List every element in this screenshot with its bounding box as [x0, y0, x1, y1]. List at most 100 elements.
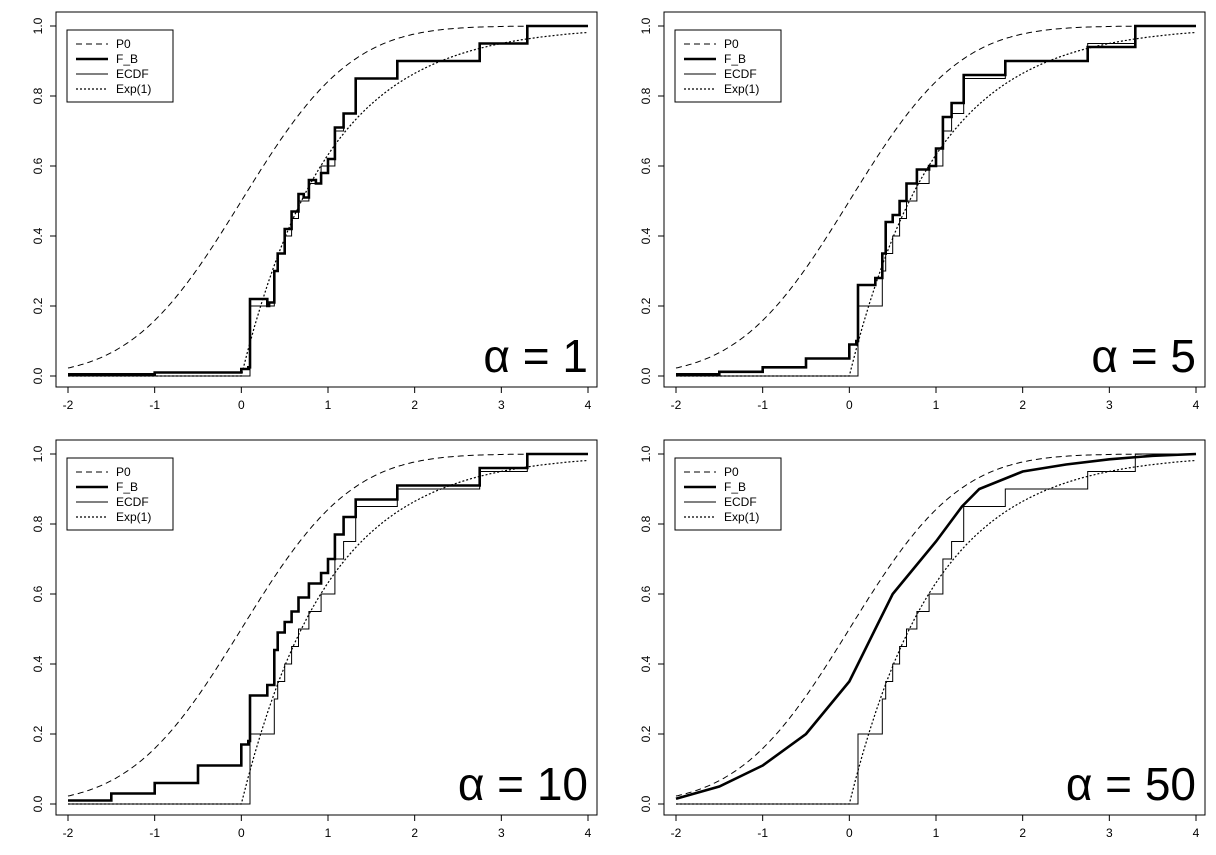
y-tick-label: 1.0 — [639, 17, 653, 34]
legend-label: Exp(1) — [724, 82, 759, 96]
series-line-ecdf — [68, 453, 588, 805]
x-tick-label: 0 — [846, 826, 853, 840]
y-tick-label: 0.0 — [31, 367, 45, 384]
alpha-annotation: α = 50 — [1066, 758, 1196, 810]
y-tick-label: 0.8 — [31, 87, 45, 104]
y-tick-label: 0.8 — [31, 515, 45, 532]
series-line-ecdf — [68, 25, 588, 377]
series-line-exp-1- — [68, 459, 589, 805]
x-tick-label: -1 — [149, 826, 160, 840]
x-tick-label: 1 — [933, 398, 940, 412]
legend-label: F_B — [724, 480, 746, 494]
x-tick-label: 4 — [1193, 398, 1200, 412]
y-tick-label: 0.4 — [639, 655, 653, 672]
x-tick-label: -1 — [149, 398, 160, 412]
x-tick-label: -1 — [757, 398, 768, 412]
y-tick-label: 0.2 — [31, 297, 45, 314]
legend-box — [66, 457, 174, 531]
alpha-annotation: α = 1 — [483, 330, 588, 382]
x-tick-label: 0 — [846, 398, 853, 412]
series-line-exp-1- — [676, 31, 1197, 377]
y-tick-label: 0.6 — [639, 157, 653, 174]
y-tick-label: 0.6 — [31, 585, 45, 602]
y-tick-label: 1.0 — [31, 445, 45, 462]
y-tick-label: 1.0 — [639, 445, 653, 462]
y-tick-label: 0.2 — [639, 725, 653, 742]
y-tick-label: 0.8 — [639, 87, 653, 104]
x-tick-label: 3 — [498, 826, 505, 840]
series-line-ecdf — [676, 453, 1196, 805]
legend-label: ECDF — [116, 495, 149, 509]
legend-label: ECDF — [724, 67, 757, 81]
series-line-ecdf — [676, 25, 1196, 377]
legend-box — [66, 29, 174, 103]
y-tick-label: 0.6 — [639, 585, 653, 602]
legend-box — [674, 457, 782, 531]
x-tick-label: -2 — [671, 398, 682, 412]
x-tick-label: 2 — [411, 826, 418, 840]
x-tick-label: 0 — [238, 398, 245, 412]
series-line-p0 — [675, 453, 1196, 797]
y-tick-label: 0.0 — [639, 367, 653, 384]
x-tick-label: 4 — [1193, 826, 1200, 840]
y-tick-label: 0.2 — [31, 725, 45, 742]
y-tick-label: 0.0 — [639, 795, 653, 812]
legend-label: Exp(1) — [116, 82, 151, 96]
y-tick-label: 0.4 — [639, 227, 653, 244]
legend-box — [674, 29, 782, 103]
legend-label: P0 — [724, 465, 739, 479]
legend-label: P0 — [724, 37, 739, 51]
legend-label: F_B — [116, 480, 138, 494]
series-line-p0 — [67, 25, 588, 369]
x-tick-label: 2 — [1019, 826, 1026, 840]
x-tick-label: 1 — [933, 826, 940, 840]
x-tick-label: 0 — [238, 826, 245, 840]
y-tick-label: 0.6 — [31, 157, 45, 174]
y-tick-label: 1.0 — [31, 17, 45, 34]
y-tick-label: 0.4 — [31, 655, 45, 672]
alpha-annotation: α = 10 — [458, 758, 588, 810]
plot-frame — [663, 11, 1206, 388]
alpha-annotation: α = 5 — [1091, 330, 1196, 382]
x-tick-label: -1 — [757, 826, 768, 840]
legend-label: F_B — [116, 52, 138, 66]
x-tick-label: 1 — [325, 398, 332, 412]
x-tick-label: 3 — [498, 398, 505, 412]
x-tick-label: 4 — [585, 398, 592, 412]
x-tick-label: 2 — [411, 398, 418, 412]
series-line-exp-1- — [676, 459, 1197, 805]
y-tick-label: 0.2 — [639, 297, 653, 314]
y-tick-label: 0.0 — [31, 795, 45, 812]
chart-panel-2: -2 -1 0 1 2 3 4 0.0 0.2 0.4 0.6 0.8 1.0 P0F_BECDFExp(… — [639, 11, 1206, 412]
chart-panel-4: -2 -1 0 1 2 3 4 0.0 0.2 0.4 0.6 0.8 1.0 P0F_BECDFExp(… — [639, 439, 1206, 840]
plot-frame — [663, 439, 1206, 816]
x-tick-label: 4 — [585, 826, 592, 840]
x-tick-label: 2 — [1019, 398, 1026, 412]
series-line-f-b — [675, 452, 1197, 801]
legend-label: P0 — [116, 37, 131, 51]
y-tick-label: 0.4 — [31, 227, 45, 244]
legend-label: F_B — [724, 52, 746, 66]
plot-frame — [55, 439, 598, 816]
series-line-f-b — [68, 452, 588, 802]
series-line-p0 — [67, 453, 588, 797]
x-tick-label: -2 — [63, 826, 74, 840]
legend-label: Exp(1) — [116, 510, 151, 524]
legend-label: ECDF — [724, 495, 757, 509]
legend-label: P0 — [116, 465, 131, 479]
x-tick-label: 3 — [1106, 826, 1113, 840]
legend-label: ECDF — [116, 67, 149, 81]
x-tick-label: 3 — [1106, 398, 1113, 412]
plot-frame — [55, 11, 598, 388]
x-tick-label: 1 — [325, 826, 332, 840]
x-tick-label: -2 — [671, 826, 682, 840]
series-line-exp-1- — [68, 31, 589, 377]
chart-panel-1: -2 -1 0 1 2 3 4 0.0 0.2 0.4 0.6 0.8 1.0 P0F_BECDFExp(… — [31, 11, 598, 412]
chart-panel-3: -2 -1 0 1 2 3 4 0.0 0.2 0.4 0.6 0.8 1.0 P0F_BECDFExp(… — [31, 439, 598, 840]
y-tick-label: 0.8 — [639, 515, 653, 532]
